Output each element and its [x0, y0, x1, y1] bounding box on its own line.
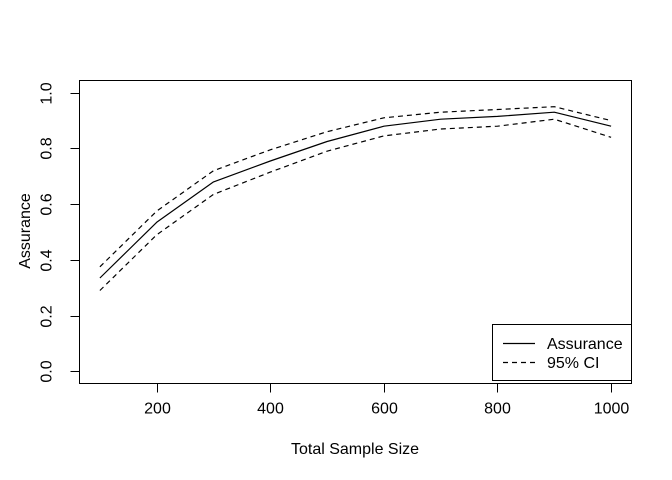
x-tick-label: 400	[257, 401, 284, 418]
legend-label-ci: 95% CI	[547, 355, 599, 372]
x-tick-label: 1000	[594, 401, 630, 418]
x-axis-title: Total Sample Size	[291, 441, 419, 458]
series-line-assurance	[99, 111, 612, 279]
legend-box	[492, 324, 632, 381]
y-tick-label: 0.8	[39, 137, 56, 159]
x-tick-label: 600	[371, 401, 398, 418]
y-tick-label: 0.4	[39, 249, 56, 271]
y-tick-label: 0.2	[39, 305, 56, 327]
y-axis: 0.0 0.2 0.4 0.6 0.8 1.0	[39, 82, 80, 383]
y-axis-title: Assurance	[17, 193, 34, 269]
series-line-95-ci-lower-bound	[99, 118, 612, 291]
legend-label-assurance: Assurance	[547, 336, 623, 353]
y-tick-label: 0.0	[39, 360, 56, 382]
x-tick-label: 200	[144, 401, 171, 418]
y-tick-label: 1.0	[39, 82, 56, 104]
series-line-95-ci-upper-bound	[99, 106, 612, 268]
y-tick-label: 0.6	[39, 193, 56, 215]
x-axis: 200 400 600 800 1000	[144, 383, 630, 418]
plot-border-box	[79, 80, 632, 384]
legend: Assurance 95% CI	[492, 324, 632, 381]
x-tick-label: 800	[484, 401, 511, 418]
series-lines	[99, 106, 612, 291]
